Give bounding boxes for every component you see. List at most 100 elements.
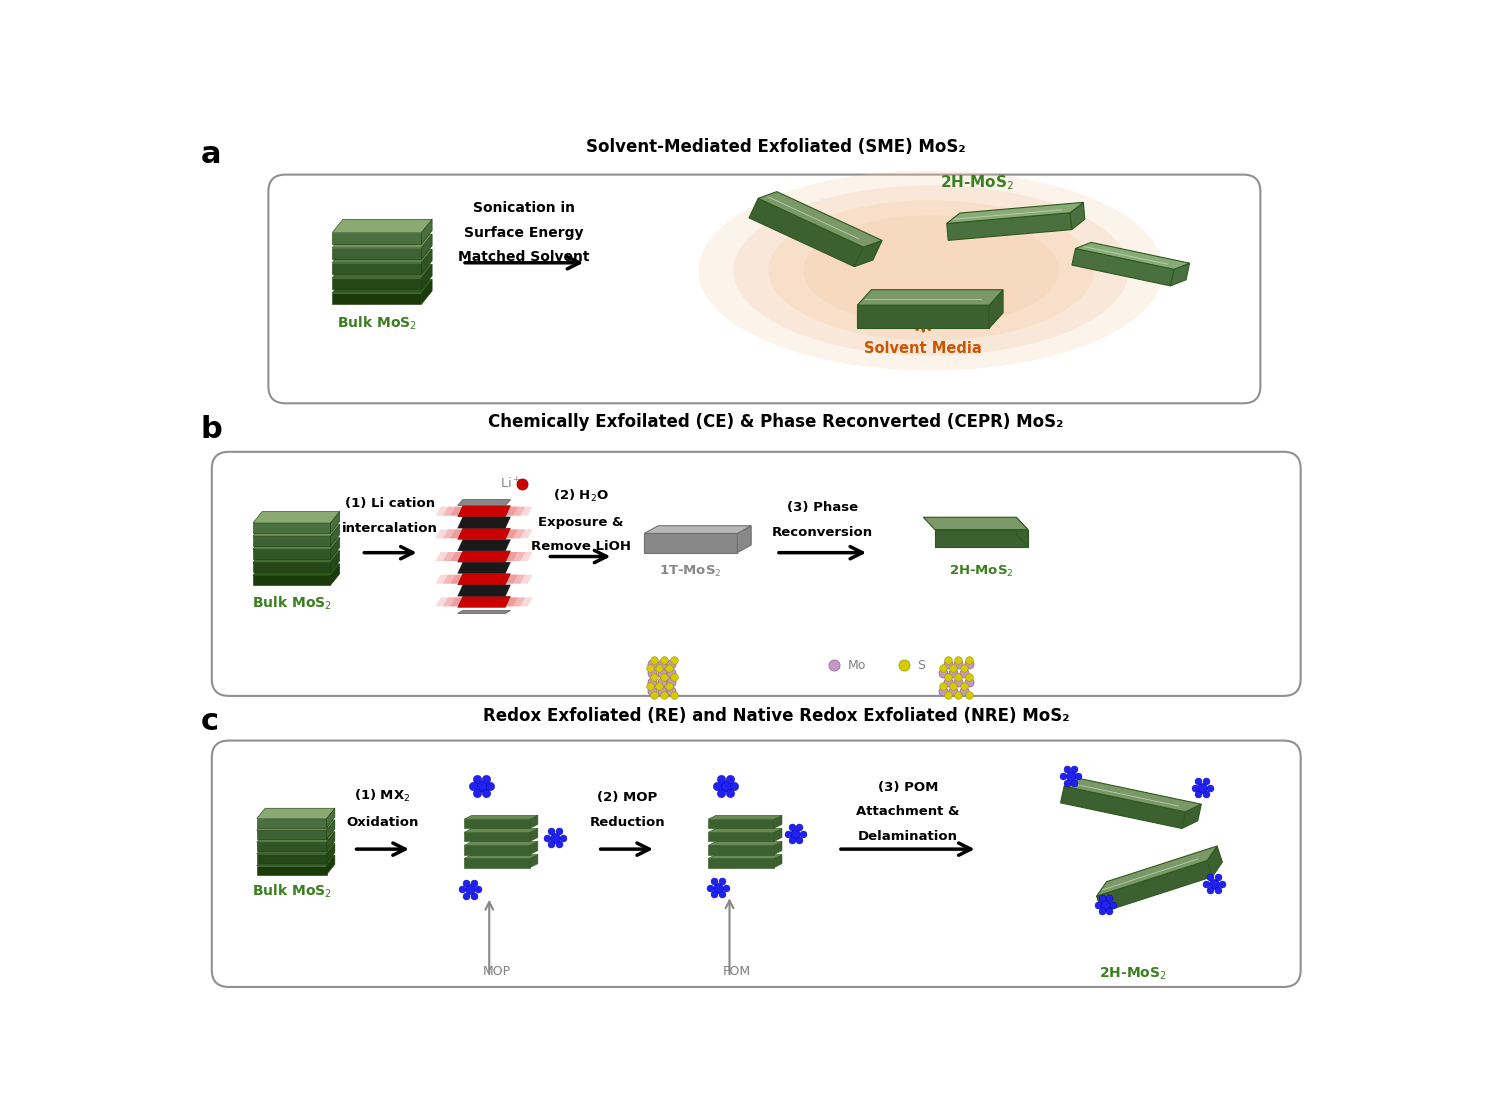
Polygon shape bbox=[458, 573, 510, 585]
Polygon shape bbox=[253, 523, 331, 533]
Text: Redox Exfoliated (RE) and Native Redox Exfoliated (NRE) MoS₂: Redox Exfoliated (RE) and Native Redox E… bbox=[483, 707, 1070, 726]
Polygon shape bbox=[326, 844, 335, 863]
Polygon shape bbox=[435, 574, 533, 584]
Text: MOP: MOP bbox=[483, 966, 512, 979]
Polygon shape bbox=[708, 842, 782, 845]
Polygon shape bbox=[253, 550, 331, 560]
Polygon shape bbox=[1076, 242, 1189, 270]
Polygon shape bbox=[464, 832, 530, 842]
Text: Matched Solvent: Matched Solvent bbox=[458, 250, 589, 264]
Polygon shape bbox=[435, 598, 533, 607]
Polygon shape bbox=[758, 192, 883, 248]
Text: (3) POM: (3) POM bbox=[878, 780, 938, 794]
Text: (2) H$_2$O: (2) H$_2$O bbox=[552, 488, 609, 504]
Polygon shape bbox=[332, 234, 432, 248]
Polygon shape bbox=[332, 250, 432, 263]
Polygon shape bbox=[530, 815, 539, 828]
Polygon shape bbox=[332, 293, 422, 304]
Text: Reconversion: Reconversion bbox=[772, 526, 874, 539]
Ellipse shape bbox=[733, 185, 1128, 356]
Polygon shape bbox=[464, 854, 539, 859]
Polygon shape bbox=[464, 859, 530, 867]
Polygon shape bbox=[773, 828, 782, 842]
Polygon shape bbox=[450, 530, 518, 539]
Polygon shape bbox=[253, 537, 340, 550]
Text: S: S bbox=[917, 659, 925, 671]
Ellipse shape bbox=[769, 201, 1094, 340]
Polygon shape bbox=[326, 820, 335, 840]
Polygon shape bbox=[458, 551, 510, 562]
Polygon shape bbox=[854, 241, 883, 266]
Polygon shape bbox=[464, 828, 539, 832]
Polygon shape bbox=[738, 526, 751, 553]
Polygon shape bbox=[253, 564, 340, 575]
Polygon shape bbox=[257, 831, 326, 840]
Polygon shape bbox=[708, 820, 773, 828]
Text: 1T-MoS$_2$: 1T-MoS$_2$ bbox=[660, 564, 723, 580]
Polygon shape bbox=[458, 505, 510, 517]
Text: (1) Li cation: (1) Li cation bbox=[346, 497, 435, 511]
Polygon shape bbox=[326, 855, 335, 875]
Polygon shape bbox=[332, 263, 422, 274]
Polygon shape bbox=[253, 562, 331, 572]
Polygon shape bbox=[773, 842, 782, 854]
Text: Sonication in: Sonication in bbox=[473, 201, 574, 215]
Polygon shape bbox=[257, 842, 326, 851]
Polygon shape bbox=[443, 506, 525, 516]
Polygon shape bbox=[458, 500, 510, 505]
Polygon shape bbox=[332, 233, 422, 244]
Polygon shape bbox=[257, 832, 335, 842]
Text: POM: POM bbox=[723, 966, 751, 979]
Polygon shape bbox=[257, 854, 326, 863]
Polygon shape bbox=[935, 530, 1028, 546]
Polygon shape bbox=[1170, 263, 1189, 285]
Polygon shape bbox=[458, 540, 510, 551]
Polygon shape bbox=[645, 526, 751, 533]
Text: Mo: Mo bbox=[847, 659, 866, 671]
Polygon shape bbox=[1061, 786, 1185, 828]
Polygon shape bbox=[458, 562, 510, 573]
Polygon shape bbox=[857, 290, 1004, 306]
Polygon shape bbox=[708, 832, 773, 842]
Polygon shape bbox=[450, 598, 518, 607]
Polygon shape bbox=[464, 820, 530, 828]
Polygon shape bbox=[422, 250, 432, 274]
Polygon shape bbox=[332, 278, 422, 289]
Text: Bulk MoS$_2$: Bulk MoS$_2$ bbox=[337, 314, 417, 332]
Polygon shape bbox=[1073, 249, 1174, 285]
Polygon shape bbox=[1182, 804, 1201, 828]
Text: 2H-MoS$_2$: 2H-MoS$_2$ bbox=[941, 173, 1014, 192]
Polygon shape bbox=[458, 517, 510, 529]
Text: Attachment &: Attachment & bbox=[856, 805, 959, 818]
Polygon shape bbox=[708, 845, 773, 854]
Text: Remove LiOH: Remove LiOH bbox=[531, 541, 631, 553]
Polygon shape bbox=[450, 506, 518, 516]
Text: (1) MX$_2$: (1) MX$_2$ bbox=[355, 788, 410, 804]
Polygon shape bbox=[450, 574, 518, 584]
Polygon shape bbox=[530, 828, 539, 842]
Polygon shape bbox=[857, 306, 989, 328]
Polygon shape bbox=[708, 854, 782, 859]
Polygon shape bbox=[443, 598, 525, 607]
Text: 2H-MoS$_2$: 2H-MoS$_2$ bbox=[948, 564, 1014, 580]
Text: a: a bbox=[200, 140, 221, 169]
Polygon shape bbox=[708, 828, 782, 832]
Text: Reduction: Reduction bbox=[589, 816, 666, 830]
Text: (3) Phase: (3) Phase bbox=[787, 501, 859, 514]
FancyBboxPatch shape bbox=[268, 175, 1260, 404]
Polygon shape bbox=[422, 280, 432, 304]
Polygon shape bbox=[331, 564, 340, 585]
Text: intercalation: intercalation bbox=[343, 522, 438, 535]
Polygon shape bbox=[458, 611, 510, 613]
Polygon shape bbox=[458, 597, 510, 608]
Text: c: c bbox=[200, 707, 218, 736]
Polygon shape bbox=[257, 855, 335, 865]
Text: (2) MOP: (2) MOP bbox=[597, 792, 657, 804]
Polygon shape bbox=[645, 533, 738, 553]
Polygon shape bbox=[1097, 861, 1212, 912]
Polygon shape bbox=[331, 551, 340, 572]
Polygon shape bbox=[253, 512, 340, 523]
Text: Li$^+$: Li$^+$ bbox=[500, 476, 522, 492]
Polygon shape bbox=[773, 854, 782, 867]
Text: Oxidation: Oxidation bbox=[346, 816, 419, 830]
